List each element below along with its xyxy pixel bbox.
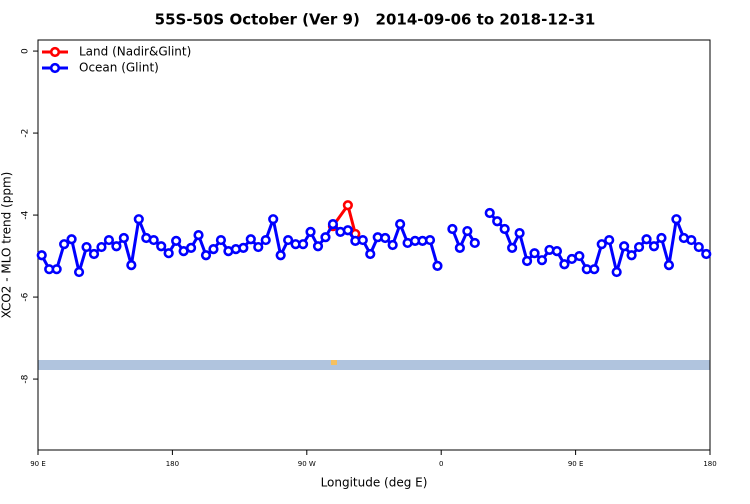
y-tick-label: -4 bbox=[21, 210, 31, 219]
y-tick-label: -6 bbox=[21, 292, 31, 301]
data-point bbox=[604, 234, 615, 246]
data-point bbox=[507, 242, 518, 253]
legend-swatch-point bbox=[49, 46, 61, 58]
data-point bbox=[633, 241, 645, 253]
data-point bbox=[36, 250, 47, 261]
chart-title: 55S-50S October (Ver 9) 2014-09-06 to 20… bbox=[155, 11, 596, 29]
data-point bbox=[641, 234, 652, 245]
data-point bbox=[260, 234, 271, 246]
data-point bbox=[253, 241, 264, 253]
data-point bbox=[671, 214, 682, 225]
legend-swatch-point bbox=[49, 62, 61, 74]
data-point bbox=[283, 234, 294, 246]
data-point bbox=[208, 244, 219, 255]
data-point bbox=[432, 260, 443, 272]
data-point bbox=[111, 241, 122, 252]
data-point bbox=[185, 242, 197, 253]
data-point bbox=[693, 241, 704, 253]
data-point bbox=[648, 241, 660, 252]
data-point bbox=[126, 259, 137, 271]
legend-label: Ocean (Glint) bbox=[79, 61, 159, 75]
data-point bbox=[156, 241, 167, 252]
x-axis-label: Longitude (deg E) bbox=[321, 476, 428, 490]
data-point bbox=[462, 225, 473, 237]
data-point bbox=[268, 214, 279, 225]
x-tick-label: 180 bbox=[166, 460, 179, 468]
data-point bbox=[215, 234, 227, 246]
data-point bbox=[171, 235, 182, 246]
data-point bbox=[357, 234, 368, 246]
data-point bbox=[663, 259, 675, 271]
data-point bbox=[619, 241, 630, 252]
data-point bbox=[312, 241, 324, 252]
data-point bbox=[395, 218, 406, 230]
data-point bbox=[559, 259, 570, 270]
data-point bbox=[447, 223, 458, 235]
data-point bbox=[66, 234, 77, 245]
data-point bbox=[342, 200, 353, 211]
data-point bbox=[686, 234, 697, 246]
legend-label: Land (Nadir&Glint) bbox=[79, 45, 191, 59]
data-point bbox=[469, 237, 480, 249]
y-tick-label: 0 bbox=[21, 48, 31, 54]
y-tick-label: -2 bbox=[21, 129, 31, 138]
data-point bbox=[118, 232, 129, 244]
data-point bbox=[200, 250, 212, 261]
data-point bbox=[380, 232, 391, 244]
x-tick-label: 0 bbox=[439, 460, 443, 468]
data-point bbox=[589, 264, 600, 275]
x-tick-label: 90 W bbox=[298, 460, 316, 468]
y-tick-label: -8 bbox=[21, 374, 31, 383]
data-point bbox=[492, 216, 503, 227]
data-point bbox=[626, 250, 637, 261]
data-point bbox=[454, 242, 465, 253]
data-point bbox=[59, 239, 70, 250]
data-point bbox=[96, 241, 107, 253]
data-point bbox=[574, 250, 585, 262]
data-point bbox=[238, 242, 249, 253]
data-point bbox=[521, 255, 533, 267]
data-point bbox=[88, 248, 100, 260]
data-point bbox=[342, 225, 353, 236]
data-point bbox=[327, 218, 339, 230]
map-strip bbox=[38, 360, 710, 370]
data-point bbox=[656, 232, 667, 244]
data-point bbox=[133, 214, 144, 225]
data-point bbox=[320, 232, 331, 243]
data-point bbox=[536, 255, 548, 266]
data-point bbox=[245, 234, 256, 245]
data-point bbox=[365, 248, 376, 260]
data-point bbox=[163, 248, 174, 259]
data-point bbox=[297, 239, 309, 250]
data-point bbox=[51, 264, 62, 275]
y-axis-label: XCO2 - MLO trend (ppm) bbox=[0, 172, 14, 319]
map-speck bbox=[331, 360, 337, 365]
data-point bbox=[305, 226, 316, 237]
plot-frame bbox=[37, 39, 711, 451]
data-point bbox=[514, 228, 525, 239]
x-tick-label: 90 E bbox=[30, 460, 46, 468]
data-point bbox=[275, 250, 286, 261]
x-tick-label: 90 E bbox=[568, 460, 584, 468]
data-point bbox=[611, 266, 622, 278]
data-point bbox=[596, 239, 607, 250]
data-point bbox=[193, 230, 204, 241]
data-point bbox=[484, 207, 495, 219]
data-point bbox=[529, 248, 540, 259]
data-point bbox=[551, 246, 563, 257]
data-point bbox=[81, 241, 92, 253]
data-point bbox=[103, 234, 115, 246]
data-point bbox=[387, 239, 398, 251]
x-tick-label: 180 bbox=[703, 460, 716, 468]
data-point bbox=[148, 234, 159, 246]
data-point bbox=[73, 266, 85, 278]
data-point bbox=[424, 234, 436, 246]
data-point bbox=[701, 248, 712, 260]
data-point bbox=[499, 223, 510, 235]
